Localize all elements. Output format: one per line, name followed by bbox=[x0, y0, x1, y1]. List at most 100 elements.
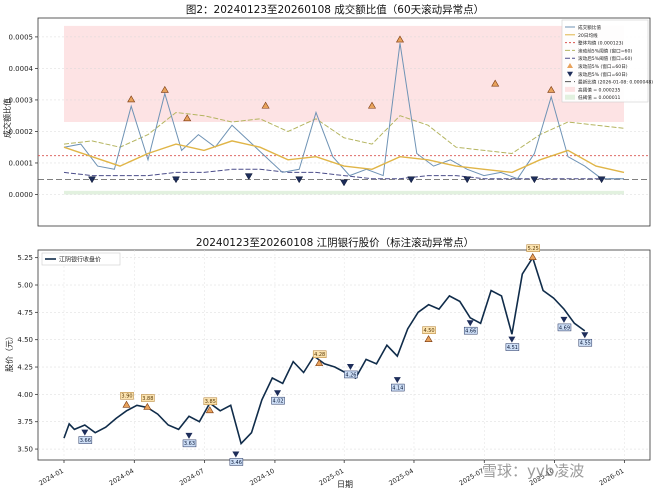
top-legend-label: 滚动后5%阈值 (窗口=60) bbox=[578, 55, 632, 62]
high-anomaly-marker bbox=[395, 35, 405, 43]
low-anomaly-marker bbox=[463, 176, 472, 184]
high-anomaly-marker bbox=[367, 101, 377, 109]
low-anomaly-marker bbox=[244, 173, 253, 181]
low-anomaly-label: 4.55 bbox=[580, 341, 591, 347]
top-legend-label: 滚动后5% (窗口=60日) bbox=[578, 71, 628, 78]
bottom-y-tick-label: 3.75 bbox=[17, 418, 33, 426]
low-anomaly-label-box bbox=[505, 343, 520, 351]
top-y-tick-label: 0.0004 bbox=[9, 65, 34, 73]
low-anomaly-label: 4.14 bbox=[392, 385, 403, 391]
high-anomaly-label-box bbox=[203, 397, 218, 406]
high-anomaly-marker bbox=[315, 359, 324, 367]
low-anomaly-label: 3.66 bbox=[80, 438, 91, 444]
low-anomaly-marker bbox=[340, 179, 348, 187]
top-chart-title: 图2：20240123至20260108 成交额比值（60天滚动异常点） bbox=[186, 3, 484, 16]
low-anomaly-label: 3.46 bbox=[231, 460, 242, 466]
bottom-y-tick-label: 4.00 bbox=[17, 391, 33, 399]
top-legend-swatch bbox=[567, 63, 573, 68]
bottom-x-tick-label: 2025-04 bbox=[387, 467, 415, 488]
watermark: 雪球：yyb凌波 bbox=[482, 462, 585, 480]
low-anomaly-marker bbox=[295, 176, 304, 184]
low-anomaly-label: 4.69 bbox=[559, 325, 570, 331]
top-y-tick-label: 0.0003 bbox=[9, 96, 34, 104]
low-anomaly-label-box bbox=[557, 323, 572, 332]
bottom-y-tick-label: 5.25 bbox=[17, 254, 33, 262]
top-y-tick-label: 0.0002 bbox=[9, 128, 34, 136]
top-legend-swatch bbox=[565, 94, 575, 100]
high-anomaly-label: 3.85 bbox=[205, 399, 216, 405]
top-legend-label: 低阈值 = 0.000011 bbox=[578, 94, 621, 101]
high-anomaly-marker bbox=[122, 400, 131, 408]
bottom-x-tick-label: 2024-10 bbox=[248, 467, 276, 488]
high-anomaly-label: 4.28 bbox=[314, 352, 325, 358]
bottom-y-tick-label: 3.50 bbox=[17, 446, 33, 454]
high-anomaly-marker bbox=[491, 79, 500, 87]
high-anomaly-label-box bbox=[312, 350, 327, 358]
high-anomaly-label: 4.50 bbox=[423, 328, 434, 334]
top-legend-swatch bbox=[567, 71, 573, 77]
bottom-y-tick-label: 4.50 bbox=[17, 336, 33, 344]
rolling-low-threshold-line bbox=[63, 168, 624, 180]
low-anomaly-label-box bbox=[271, 396, 285, 405]
low-anomaly-marker bbox=[393, 377, 401, 384]
low-anomaly-marker bbox=[466, 320, 474, 327]
top-legend-label: 整体均值 (0.000123) bbox=[578, 40, 624, 47]
low-anomaly-label: 3.63 bbox=[184, 441, 195, 447]
top-y-tick-label: 0.0001 bbox=[9, 159, 34, 167]
low-anomaly-marker bbox=[172, 176, 180, 184]
low-anomaly-label-box bbox=[463, 326, 478, 335]
top-legend-label: 20日均线 bbox=[578, 32, 598, 39]
bottom-legend-box bbox=[41, 252, 121, 266]
top-y-tick-label: 0.0005 bbox=[9, 33, 34, 41]
top-legend-label: 成交额比值 bbox=[578, 24, 601, 31]
low-anomaly-marker bbox=[407, 176, 416, 184]
high-anomaly-label: 3.90 bbox=[121, 394, 132, 400]
high-anomaly-marker bbox=[127, 95, 136, 103]
low-anomaly-marker bbox=[508, 336, 516, 343]
top-plot-area: 0.0000 0.0001 0.0002 0.0003 0.0004 0.0005 bbox=[9, 17, 651, 227]
bottom-x-tick-label: 2024-04 bbox=[108, 467, 136, 488]
high-anomaly-marker bbox=[528, 253, 537, 260]
low-anomaly-marker bbox=[185, 432, 193, 439]
top-legend-label: 滚动前5%阈值 (窗口=60) bbox=[578, 47, 632, 54]
bottom-x-tick-label: 2026-01 bbox=[598, 467, 626, 488]
high-anomaly-label-box bbox=[141, 394, 155, 402]
high-anomaly-marker bbox=[261, 101, 270, 109]
low-anomaly-marker bbox=[560, 316, 568, 323]
low-anomaly-label-box bbox=[182, 439, 197, 448]
high-anomaly-marker bbox=[143, 402, 152, 410]
bottom-y-tick-label: 4.25 bbox=[17, 364, 33, 372]
low-anomaly-label: 4.51 bbox=[507, 345, 518, 351]
bottom-chart-title: 20240123至20260108 江阴银行股价（标注滚动异常点） bbox=[196, 236, 474, 249]
high-anomaly-marker bbox=[424, 335, 433, 342]
high-anomaly-label: 3.88 bbox=[142, 396, 153, 402]
rolling-high-threshold-line bbox=[63, 111, 625, 155]
bottom-legend-label: 江阴银行收盘价 bbox=[59, 256, 101, 264]
low-zone-band bbox=[64, 190, 624, 195]
bottom-y-axis-label: 股价（元） bbox=[5, 332, 14, 372]
low-anomaly-marker bbox=[530, 176, 539, 184]
low-anomaly-marker bbox=[81, 429, 89, 436]
high-anomaly-marker bbox=[205, 406, 214, 414]
bottom-x-axis-label: 日期 bbox=[337, 480, 353, 489]
low-anomaly-label-box bbox=[78, 436, 93, 444]
high-anomaly-marker bbox=[183, 114, 192, 122]
high-anomaly-label: 5.25 bbox=[528, 246, 539, 252]
low-anomaly-marker bbox=[597, 176, 606, 184]
low-anomaly-label-box bbox=[344, 370, 358, 379]
bottom-legend: 江阴银行收盘价 bbox=[41, 252, 121, 266]
low-anomaly-marker bbox=[581, 332, 589, 339]
high-anomaly-label-box bbox=[120, 392, 134, 400]
low-anomaly-label: 4.26 bbox=[345, 372, 356, 378]
low-anomaly-marker bbox=[232, 451, 240, 458]
high-anomaly-label-box bbox=[526, 244, 540, 252]
low-anomaly-marker bbox=[274, 390, 282, 397]
high-zone-band bbox=[64, 25, 624, 123]
low-anomaly-label: 4.02 bbox=[272, 399, 283, 405]
top-legend-label: 高阈值 = 0.000235 bbox=[578, 86, 621, 93]
low-anomaly-marker bbox=[88, 176, 96, 184]
low-anomaly-label-box bbox=[391, 383, 405, 392]
top-legend-label: 最新比值 (2026-01-08: 0.000048) bbox=[578, 79, 653, 86]
